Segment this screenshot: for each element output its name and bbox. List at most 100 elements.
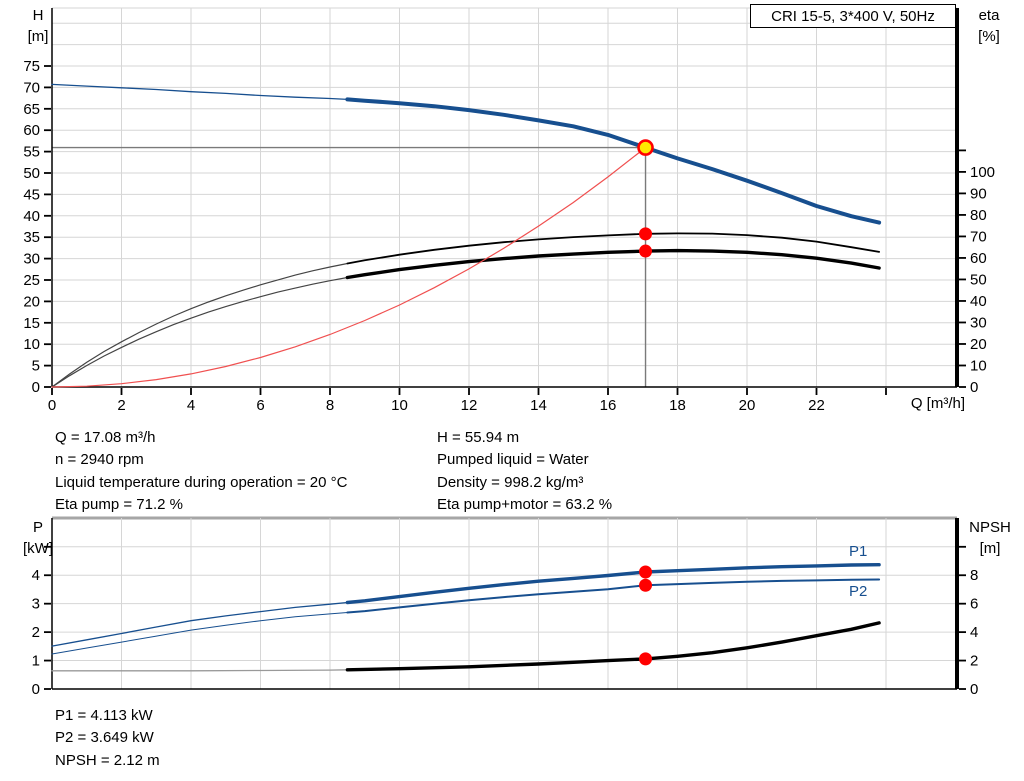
x-axis-tick-label: 10 [391,397,408,414]
left-axis-tick-label: 5 [32,358,40,375]
left-axis-tick-label: 0 [32,681,40,698]
info-line: Liquid temperature during operation = 20… [55,473,348,491]
left-axis-tick-label: 55 [23,144,40,161]
left-axis-tick-label: 10 [23,336,40,353]
p-axis-name: P [32,519,43,536]
info-line: Eta pump = 71.2 % [55,496,183,514]
duty-point-info-right: H = 55.94 m Pumped liquid = Water Density … [437,427,612,517]
right-axis-tick-label: 60 [970,250,987,267]
x-axis-tick-label: 18 [669,397,686,414]
right-axis-tick-label: 50 [970,271,987,288]
left-axis-tick-label: 75 [23,58,40,75]
operating-point-marker [637,139,654,156]
info-line: Eta pump+motor = 63.2 % [437,496,613,514]
right-axis-tick-label: 70 [970,228,987,245]
q-axis-label: Q [m³/h] [910,395,965,412]
npsh-curve [345,621,881,672]
duty-point-marker [639,578,653,592]
left-axis-tick-label: 35 [23,229,40,246]
duty-point-marker [639,652,653,666]
system-curve-curve [51,147,647,388]
info-line: n = 2940 rpm [55,451,144,469]
h-axis-title: H [m] [20,5,56,47]
right-axis-tick-label: 4 [970,624,978,641]
right-axis-tick-label: 30 [970,314,987,331]
duty-point-marker [639,244,653,258]
info-line: H = 55.94 m [437,429,520,446]
npsh-axis-name: NPSH [969,519,1011,536]
left-axis-tick-label: 2 [32,624,40,641]
p2-curve-thin [51,612,348,655]
x-axis-tick-label: 0 [48,397,56,414]
left-axis-tick-label: 40 [23,208,40,225]
x-axis-tick-label: 6 [256,397,264,414]
right-axis-tick-label: 2 [970,653,978,670]
left-axis-tick-label: 45 [23,186,40,203]
p-axis-unit: [kW] [23,540,53,557]
right-axis-tick-label: 90 [970,185,987,202]
power-npsh-info: P1 = 4.113 kW P2 = 3.649 kW NPSH = 2.12 m [55,705,160,772]
right-axis-tick-label: 10 [970,357,987,374]
left-axis-tick-label: 15 [23,315,40,332]
info-line: Q = 17.08 m³/h [55,429,156,446]
h-curve-curve-thin [51,83,349,101]
right-axis-tick-label: 100 [970,164,995,181]
eta-pump-curve [346,232,880,265]
p-axis-title: P [kW] [18,517,58,559]
h-axis-name: H [32,7,44,24]
right-axis-tick-label: 40 [970,293,987,310]
eta-axis-unit: [%] [978,28,1000,45]
x-axis-tick-label: 14 [530,397,547,414]
eta-pump-motor-curve [345,248,881,280]
x-axis-tick-label: 12 [461,397,478,414]
eta-pump-curve-thin [51,262,348,388]
npsh-curve-thin [51,669,349,672]
x-axis-tick-label: 4 [187,397,195,414]
duty-point-info-left: Q = 17.08 m³/h n = 2940 rpm Liquid tempera… [55,427,347,517]
info-line: P1 = 4.113 kW [55,707,153,724]
eta-axis-name: eta [978,7,1000,24]
left-axis-tick-label: 70 [23,79,40,96]
info-line: Density = 998.2 kg/m³ [437,473,584,491]
left-axis-tick-label: 25 [23,272,40,289]
left-axis-tick-label: 50 [23,165,40,182]
left-axis-tick-label: 1 [32,653,40,670]
eta-axis-title: eta [%] [966,5,1012,47]
left-axis-tick-label: 3 [32,596,40,613]
duty-point-marker [639,227,653,241]
p2-curve [346,578,881,614]
left-axis-tick-label: 20 [23,293,40,310]
right-axis-tick-label: 0 [970,681,978,698]
x-axis-tick-label: 20 [739,397,756,414]
x-axis-tick-label: 22 [808,397,825,414]
duty-point-marker [639,565,653,579]
info-line: Pumped liquid = Water [437,451,589,469]
eta-pump-motor-curve-thin [51,276,348,388]
npsh-axis-title: NPSH [m] [962,517,1018,559]
p1-curve-label: P1 [849,543,868,560]
right-axis-tick-label: 8 [970,567,978,584]
left-axis-tick-label: 30 [23,251,40,268]
x-axis-tick-label: 2 [117,397,125,414]
pump-designation-box: CRI 15-5, 3*400 V, 50Hz [750,4,956,28]
info-line: P2 = 3.649 kW [55,729,154,747]
x-axis-tick-label: 16 [600,397,617,414]
h-axis-unit: [m] [27,28,49,45]
p2-curve-label: P2 [849,583,868,600]
left-axis-tick-label: 0 [32,379,40,396]
h-curve-curve [345,97,882,225]
left-axis-tick-label: 60 [23,122,40,139]
right-axis-tick-label: 0 [970,379,978,396]
right-axis-tick-label: 80 [970,207,987,224]
npsh-axis-unit: [m] [979,540,1001,557]
x-axis-tick-label: 8 [326,397,334,414]
right-axis-tick-label: 20 [970,336,987,353]
right-axis-tick-label: 6 [970,596,978,613]
info-line: NPSH = 2.12 m [55,751,160,769]
p1-curve-thin [51,601,349,647]
p1-curve [345,563,881,605]
left-axis-tick-label: 4 [32,567,40,584]
left-axis-tick-label: 65 [23,101,40,118]
